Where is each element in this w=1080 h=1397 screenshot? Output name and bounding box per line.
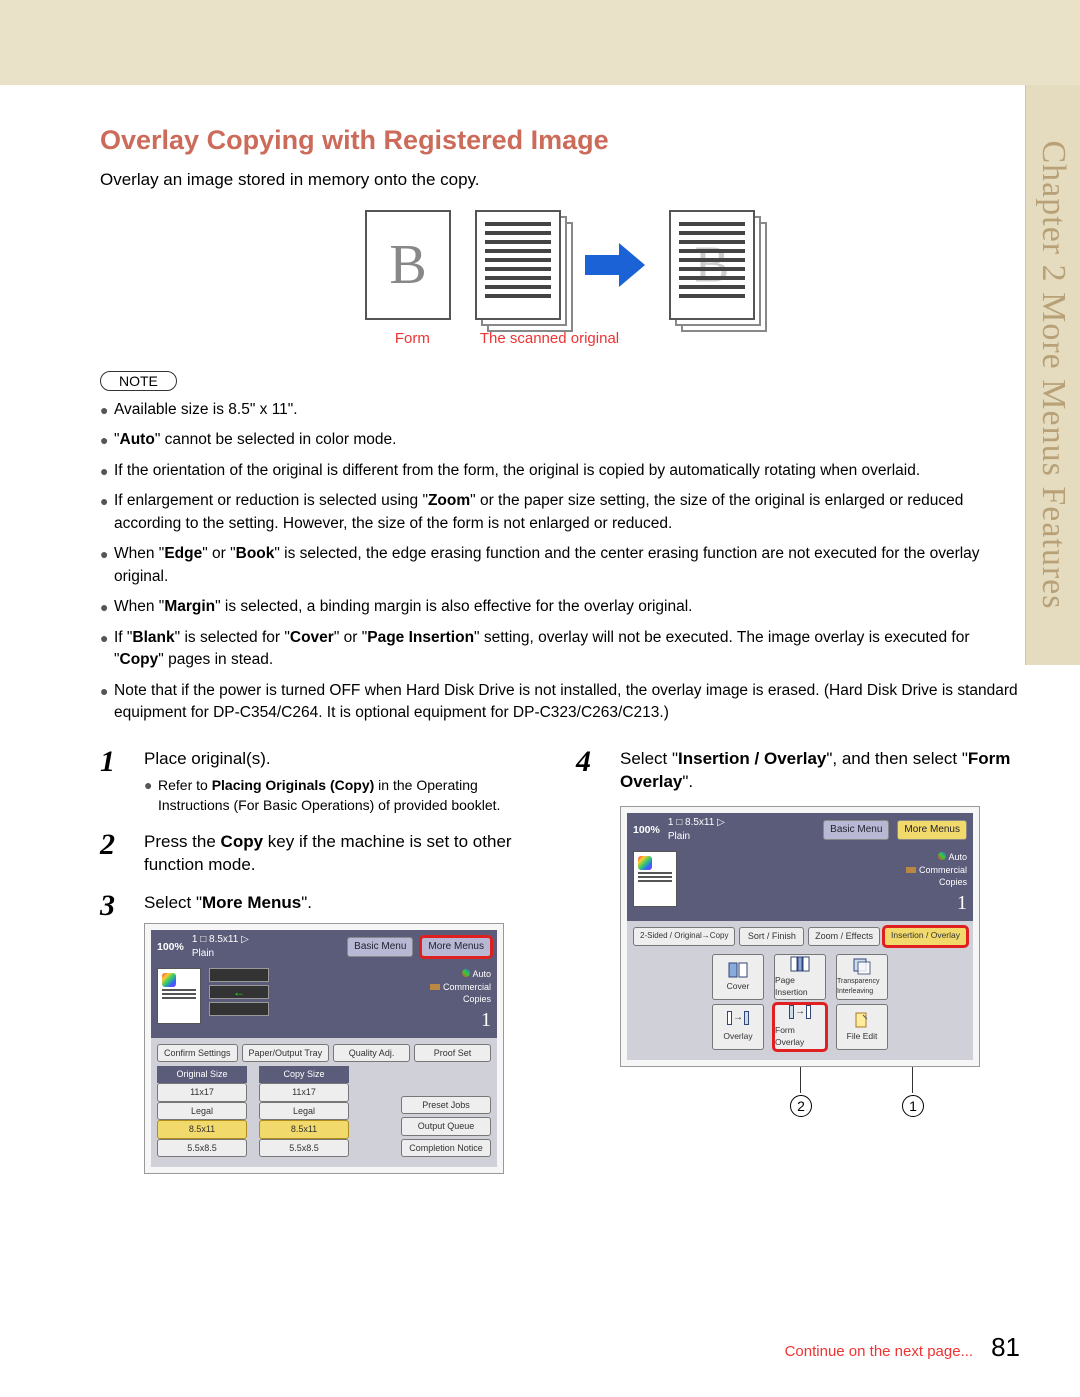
step-2-text: Press the Copy key if the machine is set… <box>144 830 544 878</box>
form-doc-icon: B <box>365 210 451 320</box>
insertion-overlay-tab[interactable]: Insertion / Overlay <box>884 927 967 946</box>
page-footer: Continue on the next page... 81 <box>785 1332 1020 1363</box>
step3-screenshot: 100% 1 □ 8.5x11 ▷Plain Basic Menu More M… <box>144 923 504 1174</box>
more-menus-tab[interactable]: More Menus <box>421 937 491 957</box>
page-title: Overlay Copying with Registered Image <box>100 125 1020 156</box>
basic-menu-tab-2[interactable]: Basic Menu <box>823 820 889 840</box>
step-2: 2 Press the Copy key if the machine is s… <box>100 830 544 878</box>
sort-finish-tab[interactable]: Sort / Finish <box>739 927 804 946</box>
right-column: 4 Select "Insertion / Overlay", and then… <box>576 747 1020 1189</box>
completion-notice-button[interactable]: Completion Notice <box>401 1139 491 1158</box>
form-overlay-button[interactable]: →Form Overlay <box>774 1004 826 1050</box>
step-4-text: Select "Insertion / Overlay", and then s… <box>620 747 1020 795</box>
illustration-row: B B <box>100 210 1020 320</box>
marker-1: 1 <box>902 1095 924 1117</box>
file-edit-button[interactable]: File Edit <box>836 1004 888 1050</box>
more-menus-tab-2[interactable]: More Menus <box>897 820 967 840</box>
page-content: Overlay Copying with Registered Image Ov… <box>0 85 1080 1208</box>
page-number: 81 <box>991 1332 1020 1363</box>
top-band <box>0 0 1080 85</box>
step-1-subtext: Refer to Placing Originals (Copy) in the… <box>158 776 544 815</box>
form-caption: Form <box>395 330 430 347</box>
intro-text: Overlay an image stored in memory onto t… <box>100 170 1020 190</box>
paper-output-button[interactable]: Paper/Output Tray <box>242 1044 330 1063</box>
result-doc-icon: B <box>669 210 755 320</box>
2sided-tab[interactable]: 2-Sided / Original→Copy <box>633 927 735 946</box>
basic-menu-tab[interactable]: Basic Menu <box>347 937 413 957</box>
zoom-effects-tab[interactable]: Zoom / Effects <box>808 927 880 946</box>
step-1-text: Place original(s). <box>144 747 544 771</box>
transparency-button[interactable]: Transparency Interleaving <box>836 954 888 1000</box>
note-badge: NOTE <box>100 371 177 391</box>
illustration-captions: Form The scanned original <box>100 330 1020 347</box>
preview-icon <box>157 968 201 1024</box>
page-insertion-button[interactable]: Page Insertion <box>774 954 826 1000</box>
overlay-button[interactable]: →Overlay <box>712 1004 764 1050</box>
confirm-settings-button[interactable]: Confirm Settings <box>157 1044 238 1063</box>
continue-text: Continue on the next page... <box>785 1343 973 1360</box>
scanned-doc-icon <box>475 210 561 320</box>
arrow-icon <box>585 243 645 287</box>
output-queue-button[interactable]: Output Queue <box>401 1117 491 1136</box>
step-1: 1 Place original(s). ●Refer to Placing O… <box>100 747 544 816</box>
notes-list: ●Available size is 8.5" x 11".●"Auto" ca… <box>100 399 1020 725</box>
marker-2: 2 <box>790 1095 812 1117</box>
left-column: 1 Place original(s). ●Refer to Placing O… <box>100 747 544 1189</box>
proof-set-button[interactable]: Proof Set <box>414 1044 491 1063</box>
scanned-caption: The scanned original <box>480 330 619 347</box>
cover-button[interactable]: Cover <box>712 954 764 1000</box>
step-4: 4 Select "Insertion / Overlay", and then… <box>576 747 1020 1117</box>
quality-adj-button[interactable]: Quality Adj. <box>333 1044 410 1063</box>
step4-screenshot: 100% 1 □ 8.5x11 ▷Plain Basic Menu More M… <box>620 806 980 1066</box>
step-3-text: Select "More Menus". <box>144 891 544 915</box>
preset-jobs-button[interactable]: Preset Jobs <box>401 1096 491 1115</box>
step-3: 3 Select "More Menus". 100% 1 □ 8.5x11 ▷… <box>100 891 544 1174</box>
preview-icon-2 <box>633 851 677 907</box>
